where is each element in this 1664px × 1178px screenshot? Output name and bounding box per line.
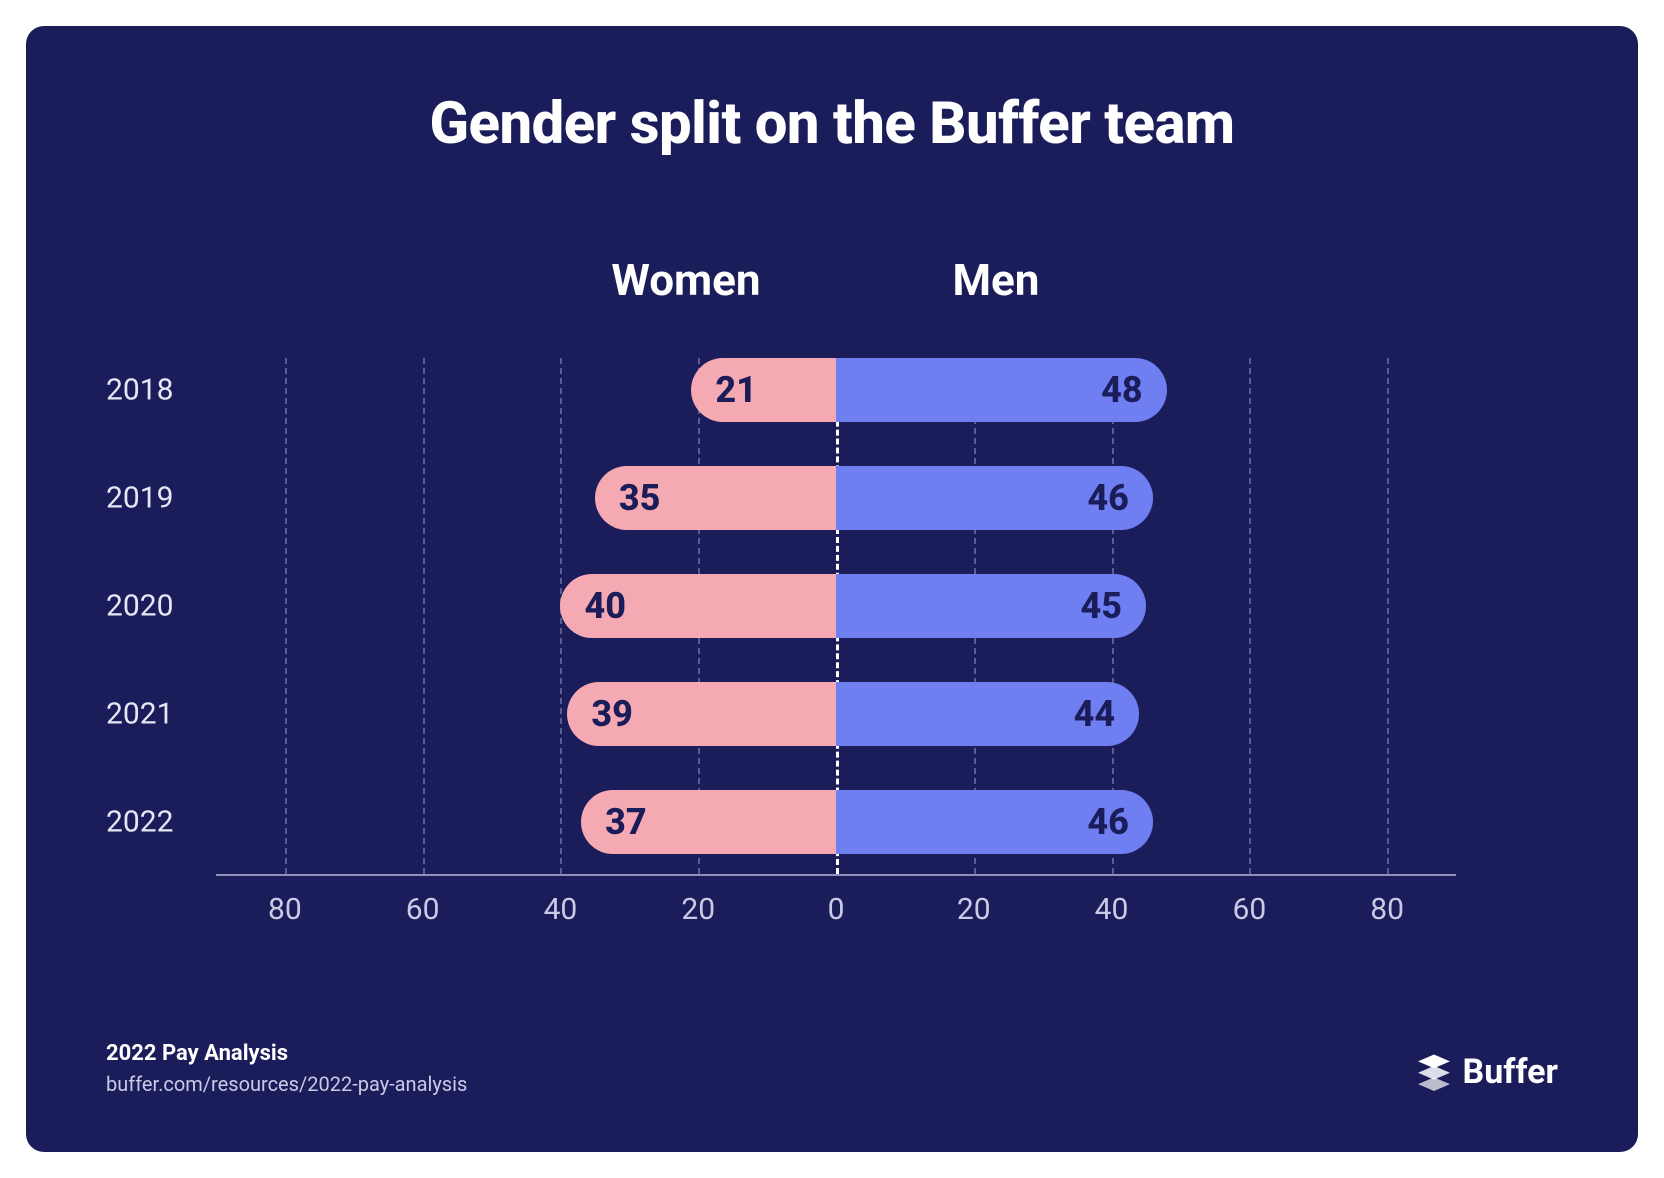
bar-row: 20193546 <box>216 466 1456 530</box>
year-label: 2020 <box>106 589 173 624</box>
footer-title: 2022 Pay Analysis <box>106 1041 288 1066</box>
bar-value-women: 35 <box>619 477 661 519</box>
x-tick-label: 20 <box>681 892 715 927</box>
diverging-bar-chart: 2018214820193546202040452021394420223746… <box>216 358 1456 932</box>
bar-men: 44 <box>836 682 1139 746</box>
bar-women: 35 <box>595 466 836 530</box>
bar-value-women: 37 <box>605 801 647 843</box>
category-label-men: Men <box>896 254 1096 306</box>
x-tick-label: 20 <box>957 892 991 927</box>
bar-value-women: 40 <box>584 585 626 627</box>
chart-title: Gender split on the Buffer team <box>26 90 1638 158</box>
bar-women: 21 <box>691 358 836 422</box>
canvas: Gender split on the Buffer team Women Me… <box>0 0 1664 1178</box>
buffer-logo-text: Buffer <box>1463 1052 1559 1092</box>
year-label: 2018 <box>106 373 173 408</box>
bar-row: 20204045 <box>216 574 1456 638</box>
bar-value-women: 39 <box>591 693 633 735</box>
bar-value-men: 44 <box>1074 693 1116 735</box>
x-tick-label: 40 <box>544 892 578 927</box>
bar-row: 20223746 <box>216 790 1456 854</box>
bar-men: 46 <box>836 466 1153 530</box>
x-tick-label: 60 <box>406 892 440 927</box>
buffer-logo: Buffer <box>1415 1052 1559 1092</box>
x-axis-line <box>216 874 1456 876</box>
x-tick-label: 40 <box>1095 892 1129 927</box>
bar-men: 45 <box>836 574 1146 638</box>
bar-value-men: 45 <box>1080 585 1122 627</box>
bar-women: 40 <box>560 574 836 638</box>
buffer-logo-icon <box>1415 1053 1453 1091</box>
bar-value-men: 46 <box>1087 801 1129 843</box>
year-label: 2021 <box>106 697 173 732</box>
x-tick-label: 60 <box>1232 892 1266 927</box>
bar-row: 20182148 <box>216 358 1456 422</box>
x-tick-label: 80 <box>268 892 302 927</box>
bar-value-men: 48 <box>1101 369 1143 411</box>
bar-men: 48 <box>836 358 1167 422</box>
bar-value-men: 46 <box>1087 477 1129 519</box>
bar-value-women: 21 <box>715 369 757 411</box>
bar-women: 39 <box>567 682 836 746</box>
year-label: 2022 <box>106 805 173 840</box>
x-tick-label: 80 <box>1370 892 1404 927</box>
chart-card: Gender split on the Buffer team Women Me… <box>26 26 1638 1152</box>
bar-women: 37 <box>581 790 836 854</box>
bar-row: 20213944 <box>216 682 1456 746</box>
x-tick-label: 0 <box>828 892 845 927</box>
category-label-women: Women <box>576 254 796 306</box>
year-label: 2019 <box>106 481 173 516</box>
bar-men: 46 <box>836 790 1153 854</box>
footer-subtitle: buffer.com/resources/2022-pay-analysis <box>106 1072 467 1096</box>
